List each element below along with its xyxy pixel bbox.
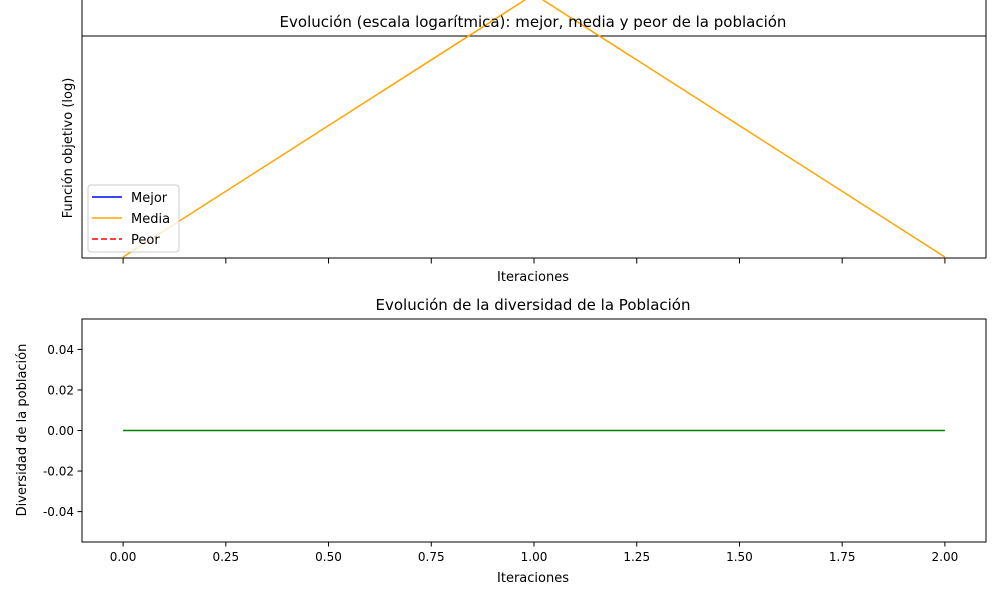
legend-label-media: Media bbox=[131, 212, 170, 227]
bottom-y-tick-label-2: 0.00 bbox=[47, 424, 74, 438]
bottom-x-tick-label-7: 1.75 bbox=[829, 550, 856, 564]
legend-box bbox=[87, 184, 180, 253]
legend-label-mejor: Mejor bbox=[131, 191, 168, 206]
top-chart-title: Evolución (escala logarítmica): mejor, m… bbox=[280, 13, 787, 31]
top-series-lines bbox=[122, 0, 946, 258]
top-x-ticks bbox=[122, 258, 946, 264]
top-y-axis-label: Función objetivo (log) bbox=[61, 78, 76, 219]
bottom-x-tick-label-4: 1.00 bbox=[521, 550, 548, 564]
bottom-chart-title: Evolución de la diversidad de la Poblaci… bbox=[376, 296, 691, 314]
bottom-y-axis-label: Diversidad de la población bbox=[15, 344, 30, 517]
top-series-line-media bbox=[122, 0, 946, 258]
bottom-x-tick-label-0: 0.00 bbox=[110, 550, 137, 564]
bottom-x-axis-label: Iteraciones bbox=[497, 571, 569, 586]
top-x-axis-label: Iteraciones bbox=[497, 270, 569, 285]
bottom-x-tick-label-8: 2.00 bbox=[932, 550, 959, 564]
bottom-y-tick-label-0: -0.04 bbox=[43, 505, 74, 519]
bottom-x-tick-label-5: 1.25 bbox=[623, 550, 650, 564]
bottom-x-tick-label-2: 0.50 bbox=[315, 550, 342, 564]
bottom-chart: 0.00 0.25 0.50 0.75 1.00 1.25 1.50 1.75 2.00 -0.0… bbox=[15, 296, 987, 586]
bottom-x-tick-label-6: 1.50 bbox=[726, 550, 753, 564]
bottom-x-tick-label-1: 0.25 bbox=[212, 550, 239, 564]
bottom-y-tick-label-1: -0.02 bbox=[43, 465, 74, 479]
bottom-x-tick-label-3: 0.75 bbox=[418, 550, 445, 564]
top-chart: Evolución (escala logarítmica): mejor, m… bbox=[61, 0, 987, 285]
bottom-ticks: 0.00 0.25 0.50 0.75 1.00 1.25 1.50 1.75 2.00 -0.0… bbox=[43, 343, 958, 564]
legend-label-peor: Peor bbox=[131, 233, 160, 248]
bottom-y-tick-label-4: 0.04 bbox=[47, 343, 74, 357]
bottom-y-tick-label-3: 0.02 bbox=[47, 383, 74, 397]
top-legend: Mejor Media Peor bbox=[87, 184, 180, 253]
